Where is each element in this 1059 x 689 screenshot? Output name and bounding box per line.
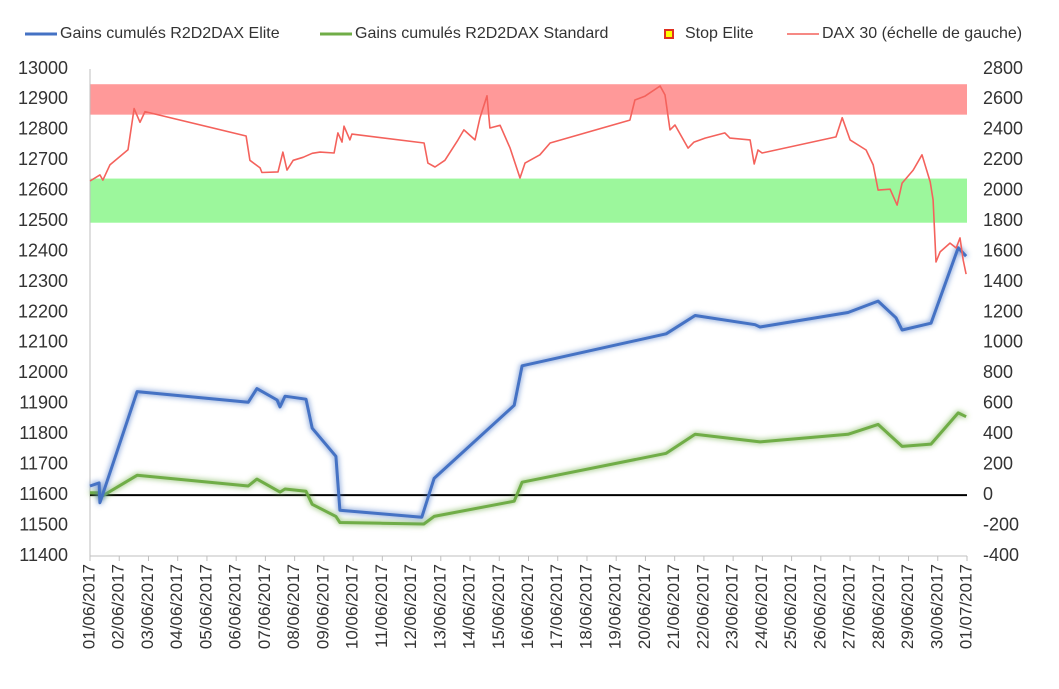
x-tick-label: 04/06/2017 [167, 564, 186, 649]
x-tick-label: 10/06/2017 [343, 564, 362, 649]
y2-tick-label: 2600 [983, 88, 1023, 108]
x-tick-label: 03/06/2017 [138, 564, 157, 649]
y2-tick-label: 2400 [983, 119, 1023, 139]
y-tick-label: 12300 [18, 271, 68, 291]
x-tick-label: 16/06/2017 [518, 564, 537, 649]
y-tick-label: 12900 [18, 88, 68, 108]
y-tick-label: 12800 [18, 119, 68, 139]
legend-label: Gains cumulés R2D2DAX Standard [355, 25, 608, 42]
y2-tick-label: -400 [983, 545, 1019, 565]
y2-tick-label: 1600 [983, 240, 1023, 260]
y2-tick-label: 400 [983, 423, 1013, 443]
x-tick-label: 26/06/2017 [810, 564, 829, 649]
x-tick-label: 20/06/2017 [635, 564, 654, 649]
series-line [90, 411, 967, 526]
x-tick-label: 08/06/2017 [284, 564, 303, 649]
x-tick-label: 29/06/2017 [898, 564, 917, 649]
y2-tick-label: 2800 [983, 58, 1023, 78]
x-tick-label: 07/06/2017 [255, 564, 274, 649]
x-tick-label: 21/06/2017 [664, 564, 683, 649]
x-tick-label: 18/06/2017 [576, 564, 595, 649]
x-tick-label: 25/06/2017 [781, 564, 800, 649]
legend-label: Gains cumulés R2D2DAX Elite [60, 25, 280, 42]
x-tick-label: 23/06/2017 [723, 564, 742, 649]
y-tick-label: 11600 [19, 484, 68, 504]
y-tick-label: 11900 [19, 393, 68, 413]
y-tick-label: 13000 [18, 58, 68, 78]
x-tick-label: 12/06/2017 [401, 564, 420, 649]
series-line [89, 246, 968, 519]
y-tick-label: 12600 [18, 180, 68, 200]
y2-tick-label: 1200 [983, 301, 1023, 321]
y-tick-label: 12700 [18, 149, 68, 169]
x-tick-label: 02/06/2017 [109, 564, 128, 649]
y-tick-label: 12100 [18, 332, 68, 352]
y2-tick-label: 0 [983, 484, 993, 504]
x-tick-label: 27/06/2017 [840, 564, 859, 649]
x-tick-label: 28/06/2017 [869, 564, 888, 649]
legend-label: Stop Elite [685, 25, 754, 42]
legend-marker [664, 29, 674, 39]
x-tick-label: 11/06/2017 [372, 564, 391, 648]
x-tick-label: 01/06/2017 [79, 564, 98, 649]
series-line [89, 85, 967, 275]
x-tick-label: 30/06/2017 [927, 564, 946, 649]
x-tick-label: 05/06/2017 [196, 564, 215, 649]
x-tick-label: 15/06/2017 [489, 564, 508, 649]
x-tick-label: 13/06/2017 [430, 564, 449, 649]
legend-label: DAX 30 (échelle de gauche) [822, 25, 1022, 42]
x-tick-label: 06/06/2017 [226, 564, 245, 649]
x-tick-label: 14/06/2017 [460, 564, 479, 649]
y-tick-label: 12500 [18, 210, 68, 230]
x-tick-label: 22/06/2017 [693, 564, 712, 649]
band [90, 178, 967, 223]
y2-tick-label: 2000 [983, 180, 1023, 200]
y2-tick-label: -200 [983, 514, 1019, 534]
y-tick-label: 12000 [18, 362, 68, 382]
x-tick-label: 24/06/2017 [752, 564, 771, 649]
y-tick-label: 11800 [19, 423, 68, 443]
y2-tick-label: 600 [983, 393, 1013, 413]
y-tick-label: 12400 [18, 240, 68, 260]
y2-tick-label: 2200 [983, 149, 1023, 169]
y2-tick-label: 200 [983, 453, 1013, 473]
y-tick-label: 11400 [19, 545, 68, 565]
y2-tick-label: 1400 [983, 271, 1023, 291]
y2-tick-label: 1000 [983, 332, 1023, 352]
y2-tick-label: 1800 [983, 210, 1023, 230]
y-tick-label: 11700 [19, 453, 68, 473]
x-tick-label: 01/07/2017 [956, 564, 975, 649]
x-tick-label: 19/06/2017 [606, 564, 625, 649]
x-tick-label: 09/06/2017 [313, 564, 332, 649]
x-tick-label: 17/06/2017 [547, 564, 566, 649]
y-tick-label: 11500 [19, 514, 68, 534]
y2-tick-label: 800 [983, 362, 1013, 382]
y-tick-label: 12200 [18, 301, 68, 321]
band [90, 84, 967, 115]
